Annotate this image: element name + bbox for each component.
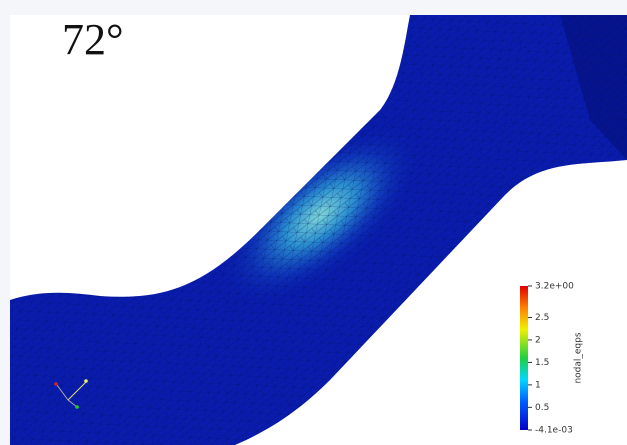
colorbar-tick-label: 1.5	[535, 358, 549, 368]
axes-gizmo	[54, 379, 88, 409]
view-angle-label: 72°	[62, 15, 124, 64]
colorbar-tick-label: 2	[535, 335, 541, 345]
colorbar-tick-label: 2.5	[535, 313, 549, 323]
colorbar-title: nodal_eqps	[574, 332, 584, 383]
colorbar-ticks: 3.2e+00 2.5 2 1.5 1 0.5 -4.1e-03	[528, 282, 574, 436]
colorbar-tick-label: 1	[535, 380, 541, 390]
colorbar-tick-label: 3.2e+00	[535, 282, 574, 292]
colorbar	[520, 286, 528, 430]
colorbar-tick-label: -4.1e-03	[535, 426, 573, 436]
colorbar-tick-label: 0.5	[535, 403, 549, 413]
